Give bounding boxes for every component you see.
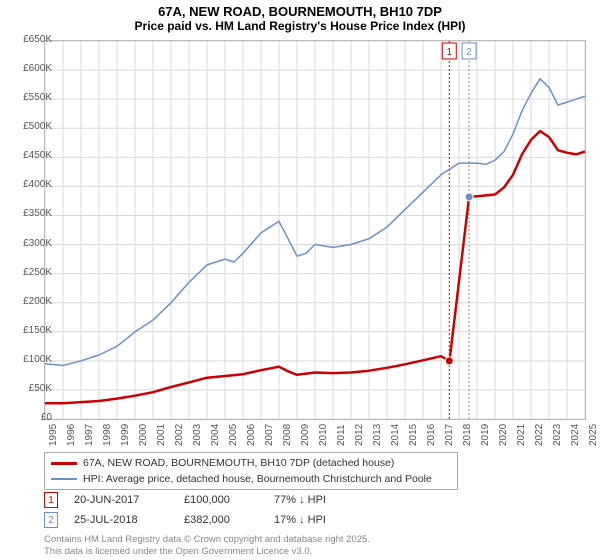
chart-plot-area: 12 — [44, 40, 586, 420]
x-tick-label: 2002 — [174, 424, 185, 446]
x-tick-label: 2023 — [552, 424, 563, 446]
y-tick-label: £500K — [2, 121, 52, 132]
x-tick-label: 1995 — [48, 424, 59, 446]
marker-date-1: 20-JUN-2017 — [74, 494, 184, 506]
x-tick-label: 1997 — [84, 424, 95, 446]
title-address: 67A, NEW ROAD, BOURNEMOUTH, BH10 7DP — [0, 4, 600, 19]
x-tick-label: 2015 — [408, 424, 419, 446]
x-tick-label: 2016 — [426, 424, 437, 446]
y-tick-label: £650K — [2, 34, 52, 45]
marker-badge-2: 2 — [44, 512, 58, 528]
x-tick-label: 2017 — [444, 424, 455, 446]
x-tick-label: 2012 — [354, 424, 365, 446]
x-tick-label: 2008 — [282, 424, 293, 446]
marker-row-1: 1 20-JUN-2017 £100,000 77% ↓ HPI — [44, 492, 326, 508]
x-tick-label: 2014 — [390, 424, 401, 446]
y-tick-label: £400K — [2, 179, 52, 190]
marker-price-1: £100,000 — [184, 494, 274, 506]
legend-swatch-red — [51, 462, 77, 465]
y-tick-label: £450K — [2, 150, 52, 161]
x-tick-label: 2004 — [210, 424, 221, 446]
y-tick-label: £100K — [2, 354, 52, 365]
title-subtitle: Price paid vs. HM Land Registry's House … — [0, 19, 600, 33]
y-tick-label: £250K — [2, 267, 52, 278]
marker-date-2: 25-JUL-2018 — [74, 514, 184, 526]
x-tick-label: 2000 — [138, 424, 149, 446]
x-tick-label: 1996 — [66, 424, 77, 446]
chart-container: 67A, NEW ROAD, BOURNEMOUTH, BH10 7DP Pri… — [0, 0, 600, 560]
x-tick-label: 2024 — [570, 424, 581, 446]
y-tick-label: £200K — [2, 296, 52, 307]
x-tick-label: 2010 — [318, 424, 329, 446]
x-tick-label: 2011 — [336, 424, 347, 446]
y-tick-label: £300K — [2, 238, 52, 249]
x-tick-label: 2009 — [300, 424, 311, 446]
footer-copyright: Contains HM Land Registry data © Crown c… — [44, 534, 370, 545]
x-tick-label: 2013 — [372, 424, 383, 446]
x-tick-label: 1999 — [120, 424, 131, 446]
marker-row-2: 2 25-JUL-2018 £382,000 17% ↓ HPI — [44, 512, 326, 528]
chart-svg: 12 — [45, 41, 585, 419]
y-tick-label: £350K — [2, 208, 52, 219]
legend-row-price-paid: 67A, NEW ROAD, BOURNEMOUTH, BH10 7DP (de… — [51, 455, 451, 471]
svg-text:1: 1 — [446, 47, 452, 58]
x-tick-label: 2007 — [264, 424, 275, 446]
x-tick-label: 2022 — [534, 424, 545, 446]
y-tick-label: £50K — [2, 383, 52, 394]
legend-label-hpi: HPI: Average price, detached house, Bour… — [83, 473, 432, 485]
marker-price-2: £382,000 — [184, 514, 274, 526]
x-tick-label: 2021 — [516, 424, 527, 446]
legend-label-price-paid: 67A, NEW ROAD, BOURNEMOUTH, BH10 7DP (de… — [83, 457, 394, 469]
marker-delta-2: 17% ↓ HPI — [274, 514, 326, 526]
y-tick-label: £600K — [2, 63, 52, 74]
x-tick-label: 2003 — [192, 424, 203, 446]
x-tick-label: 2020 — [498, 424, 509, 446]
marker-delta-1: 77% ↓ HPI — [274, 494, 326, 506]
y-tick-label: £150K — [2, 325, 52, 336]
svg-text:2: 2 — [466, 47, 472, 58]
x-tick-label: 1998 — [102, 424, 113, 446]
x-tick-label: 2006 — [246, 424, 257, 446]
y-tick-label: £550K — [2, 92, 52, 103]
y-tick-label: £0 — [2, 412, 52, 423]
legend-row-hpi: HPI: Average price, detached house, Bour… — [51, 471, 451, 487]
legend: 67A, NEW ROAD, BOURNEMOUTH, BH10 7DP (de… — [44, 452, 458, 490]
x-tick-label: 2018 — [462, 424, 473, 446]
legend-swatch-blue — [51, 478, 77, 480]
x-tick-label: 2025 — [588, 424, 599, 446]
marker-badge-1: 1 — [44, 492, 58, 508]
title-block: 67A, NEW ROAD, BOURNEMOUTH, BH10 7DP Pri… — [0, 0, 600, 33]
x-tick-label: 2019 — [480, 424, 491, 446]
footer-licence: This data is licensed under the Open Gov… — [44, 546, 312, 557]
x-tick-label: 2001 — [156, 424, 167, 446]
x-tick-label: 2005 — [228, 424, 239, 446]
